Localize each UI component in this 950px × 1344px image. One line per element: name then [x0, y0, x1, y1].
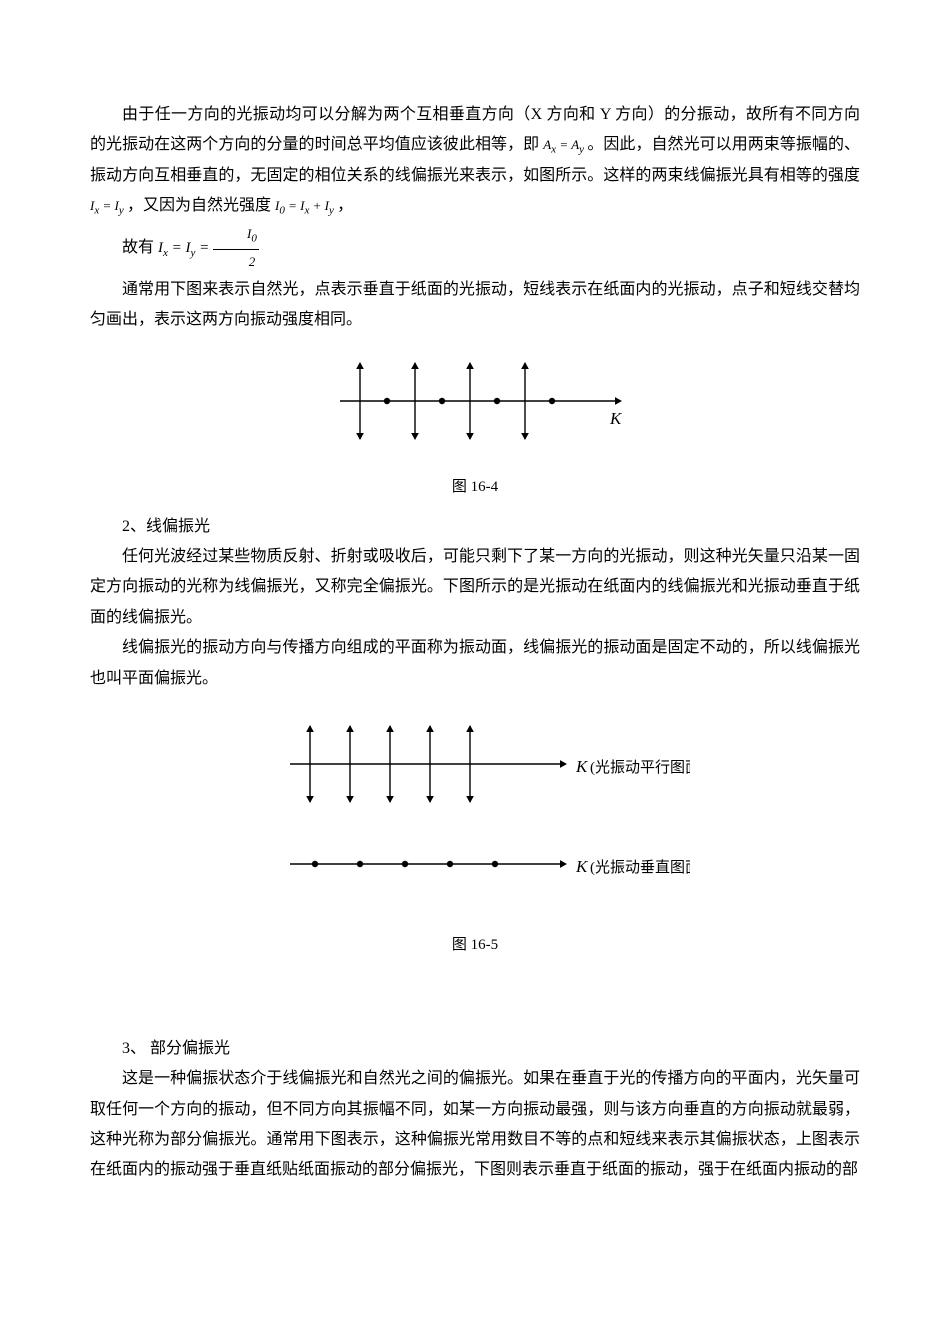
- formula-ax-ay: Ax = Ay: [543, 137, 587, 152]
- spacer: [90, 970, 860, 1030]
- svg-text:K: K: [575, 857, 589, 876]
- diagram-natural-light: K: [310, 346, 640, 456]
- figure-16-5: K(光振动平行图面)K(光振动垂直图面) 图 16-5: [90, 714, 860, 960]
- formula-ix-iy-half: Ix = Iy = I02: [158, 240, 259, 256]
- paragraph-5: 线偏振光的振动方向与传播方向组成的平面称为振动面，线偏振光的振动面是固定不动的，…: [90, 633, 860, 694]
- svg-text:K: K: [575, 757, 589, 776]
- svg-text:(光振动平行图面): (光振动平行图面): [590, 759, 690, 776]
- paragraph-4: 任何光波经过某些物质反射、折射或吸收后，可能只剩下了某一方向的光振动，则这种光矢…: [90, 542, 860, 633]
- svg-text:K: K: [609, 409, 623, 428]
- formula-i0: I0 = Ix + Iy: [275, 198, 337, 213]
- figure-16-4-caption: 图 16-4: [90, 473, 860, 502]
- paragraph-6: 这是一种偏振状态介于线偏振光和自然光之间的偏振光。如果在垂直于光的传播方向的平面…: [90, 1064, 860, 1186]
- formula-prefix: 故有: [122, 239, 154, 256]
- figure-16-4: K 图 16-4: [90, 346, 860, 502]
- diagram-linear-polarized: K(光振动平行图面)K(光振动垂直图面): [260, 714, 690, 914]
- formula-ix-iy: Ix = Iy: [90, 198, 127, 213]
- p1-text-3: ，又因为自然光强度: [127, 197, 271, 214]
- svg-text:(光振动垂直图面): (光振动垂直图面): [590, 859, 690, 876]
- p1-comma: ，: [337, 197, 353, 214]
- paragraph-1: 由于任一方向的光振动均可以分解为两个互相垂直方向（X 方向和 Y 方向）的分振动…: [90, 100, 860, 222]
- heading-3: 3、 部分偏振光: [90, 1034, 860, 1064]
- formula-line: 故有 Ix = Iy = I02: [90, 222, 860, 275]
- heading-2: 2、线偏振光: [90, 512, 860, 542]
- figure-16-5-caption: 图 16-5: [90, 931, 860, 960]
- paragraph-3: 通常用下图来表示自然光，点表示垂直于纸面的光振动，短线表示在纸面内的光振动，点子…: [90, 275, 860, 336]
